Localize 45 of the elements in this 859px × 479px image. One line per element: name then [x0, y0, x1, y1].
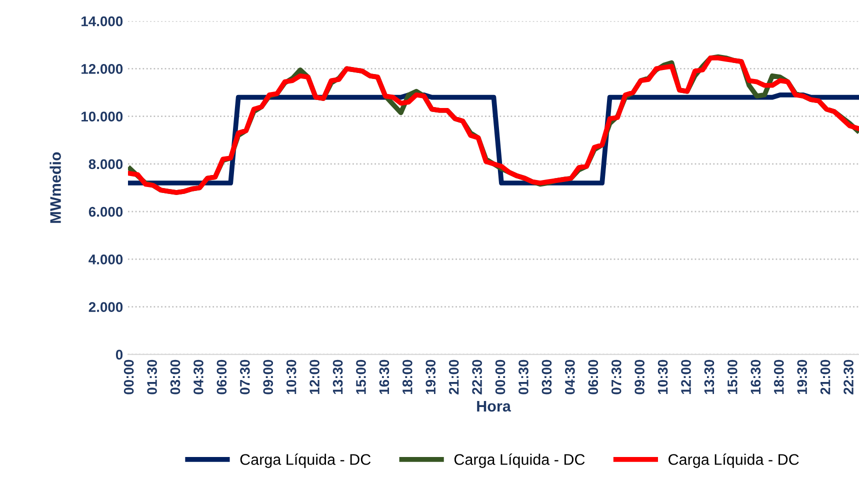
x-tick-label: 22:30: [844, 360, 854, 394]
x-tick-label: 03:00: [542, 360, 552, 394]
y-tick-label: 10.000: [82, 112, 123, 122]
x-tick-label: 01:30: [147, 360, 157, 394]
x-tick-label: 16:30: [750, 360, 761, 394]
y-axis-title: MWmedio: [50, 152, 61, 223]
x-tick-label: 10:30: [286, 360, 296, 394]
x-tick-label: 15:00: [356, 360, 366, 394]
x-tick-label: 09:00: [634, 360, 644, 394]
y-tick-label: 0: [116, 350, 123, 360]
y-tick-label: 2.000: [88, 302, 123, 312]
y-tick-label: 4.000: [88, 254, 123, 264]
x-tick-label: 00:00: [495, 360, 506, 394]
x-tick-label: 22:30: [472, 360, 482, 394]
x-tick-label: 09:00: [263, 360, 274, 394]
x-tick-label: 07:30: [611, 360, 622, 394]
x-tick-label: 19:30: [797, 360, 808, 394]
x-tick-label: 16:30: [379, 360, 390, 394]
x-tick-label: 06:00: [588, 360, 598, 394]
x-tick-label: 18:00: [402, 360, 412, 394]
x-tick-label: 15:00: [728, 360, 738, 394]
x-tick-label: 13:30: [332, 360, 343, 394]
legend-label: Carga Líquida - DC: [454, 454, 585, 468]
x-tick-label: 19:30: [426, 360, 436, 394]
x-tick-label: 13:30: [704, 360, 714, 394]
y-tick-label: 8.000: [88, 159, 123, 170]
x-tick-label: 21:00: [448, 360, 459, 394]
x-tick-label: 04:30: [194, 360, 204, 394]
y-tick-label: 6.000: [88, 206, 123, 217]
x-tick-label: 10:30: [658, 360, 668, 394]
x-tick-label: 12:00: [681, 360, 691, 394]
y-tick-label: 12.000: [82, 64, 123, 74]
x-tick-label: 03:00: [170, 360, 180, 394]
x-tick-label: 07:30: [240, 360, 250, 394]
x-tick-label: 12:00: [310, 360, 320, 394]
x-tick-label: 21:00: [820, 360, 830, 394]
legend-label: Carga Líquida - DC: [240, 454, 371, 468]
x-tick-label: 18:00: [774, 360, 784, 394]
x-tick-label: 01:30: [518, 360, 528, 394]
x-tick-label: 06:00: [216, 360, 227, 394]
y-tick-label: 14.000: [82, 16, 123, 26]
x-tick-label: 00:00: [124, 360, 134, 394]
x-axis-title: Hora: [477, 400, 511, 412]
legend-label: Carga Líquida - DC: [668, 454, 799, 468]
x-tick-label: 04:30: [565, 360, 575, 394]
